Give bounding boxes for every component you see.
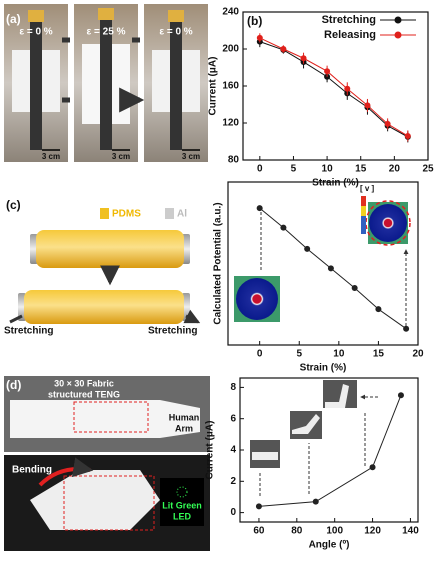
y-axis-label: Calculated Potential (a.u.) bbox=[213, 202, 224, 324]
colorbar-label: [ v ] bbox=[360, 184, 375, 193]
diagram-panel-c bbox=[9, 208, 198, 324]
scale-bar-label: 3 cm bbox=[182, 152, 200, 161]
x-axis-label: Angle (º) bbox=[309, 540, 350, 551]
x-axis-label: Strain (%) bbox=[300, 363, 347, 374]
x-tick-label: 25 bbox=[422, 164, 434, 175]
potential-insets bbox=[234, 196, 410, 326]
device-label: 30 × 30 Fabric bbox=[54, 378, 114, 388]
scale-bar-label: 3 cm bbox=[42, 152, 60, 161]
material-label: PDMS bbox=[112, 209, 141, 220]
bending-label: Bending bbox=[12, 465, 52, 476]
legend-marker bbox=[394, 16, 402, 24]
legend-marker bbox=[394, 31, 402, 39]
y-tick-label: 200 bbox=[222, 44, 239, 55]
y-axis-label: Current (μA) bbox=[208, 57, 219, 116]
photo-panel-d bbox=[4, 376, 210, 551]
x-tick-label: 20 bbox=[389, 164, 401, 175]
strain-label: ε = 0 % bbox=[19, 27, 52, 38]
y-tick-label: 160 bbox=[222, 81, 239, 92]
series-line bbox=[259, 41, 409, 138]
plot-frame bbox=[227, 181, 419, 346]
data-point bbox=[369, 464, 376, 471]
x-axis-label: Strain (%) bbox=[312, 178, 359, 189]
x-tick-label: 15 bbox=[373, 349, 385, 360]
material-label: Al bbox=[177, 209, 187, 220]
y-tick-label: 4 bbox=[230, 445, 236, 456]
y-tick-label: 8 bbox=[230, 382, 236, 393]
data-point bbox=[364, 102, 371, 109]
led-label: LED bbox=[173, 511, 192, 521]
data-point bbox=[375, 306, 382, 313]
x-tick-label: 0 bbox=[257, 349, 263, 360]
data-point bbox=[351, 284, 358, 291]
y-axis-label: Current (μA) bbox=[205, 421, 216, 480]
panel-label: (b) bbox=[247, 14, 262, 28]
series-line bbox=[258, 395, 402, 507]
data-point bbox=[344, 85, 351, 92]
panel-label: (a) bbox=[6, 12, 21, 26]
x-tick-label: 5 bbox=[296, 349, 302, 360]
data-point bbox=[256, 34, 263, 41]
y-tick-label: 120 bbox=[222, 118, 239, 129]
data-point bbox=[327, 265, 334, 272]
x-tick-label: 5 bbox=[291, 164, 297, 175]
x-tick-label: 80 bbox=[291, 526, 303, 537]
device-label: structured TENG bbox=[48, 389, 120, 399]
y-tick-label: 0 bbox=[230, 507, 236, 518]
data-point bbox=[300, 55, 307, 62]
x-tick-label: 10 bbox=[333, 349, 345, 360]
data-point bbox=[397, 392, 404, 399]
series-line bbox=[259, 37, 409, 137]
x-tick-label: 60 bbox=[253, 526, 265, 537]
photo-panel-a bbox=[4, 4, 208, 162]
data-point bbox=[324, 68, 331, 75]
led-label: Lit Green bbox=[162, 500, 202, 510]
legend-label: Stretching bbox=[322, 14, 376, 26]
angle-insets bbox=[250, 380, 378, 496]
x-tick-label: 120 bbox=[364, 526, 381, 537]
strain-label: ε = 25 % bbox=[87, 27, 126, 38]
data-point bbox=[404, 132, 411, 139]
panel-label: (c) bbox=[6, 198, 21, 212]
data-point bbox=[280, 224, 287, 231]
arm-label: Human bbox=[169, 412, 200, 422]
data-point bbox=[280, 46, 287, 52]
data-point bbox=[304, 245, 311, 252]
x-tick-label: 15 bbox=[355, 164, 367, 175]
data-point bbox=[312, 498, 319, 505]
strain-label: ε = 0 % bbox=[159, 27, 192, 38]
data-point bbox=[255, 503, 262, 510]
arm-label: Arm bbox=[175, 423, 193, 433]
stretch-label: Stretching bbox=[4, 326, 53, 337]
stretch-label: Stretching bbox=[148, 326, 197, 337]
data-point bbox=[384, 120, 391, 127]
y-tick-label: 240 bbox=[222, 7, 239, 18]
x-tick-label: 10 bbox=[322, 164, 334, 175]
panel-label: (d) bbox=[6, 378, 21, 392]
x-tick-label: 20 bbox=[412, 349, 424, 360]
legend-label: Releasing bbox=[324, 29, 376, 41]
x-tick-label: 140 bbox=[402, 526, 419, 537]
scale-bar-label: 3 cm bbox=[112, 152, 130, 161]
y-tick-label: 80 bbox=[228, 155, 240, 166]
x-tick-label: 0 bbox=[257, 164, 263, 175]
x-tick-label: 100 bbox=[326, 526, 343, 537]
data-point bbox=[256, 205, 263, 212]
y-tick-label: 2 bbox=[230, 476, 236, 487]
data-point bbox=[403, 325, 410, 332]
y-tick-label: 6 bbox=[230, 413, 236, 424]
